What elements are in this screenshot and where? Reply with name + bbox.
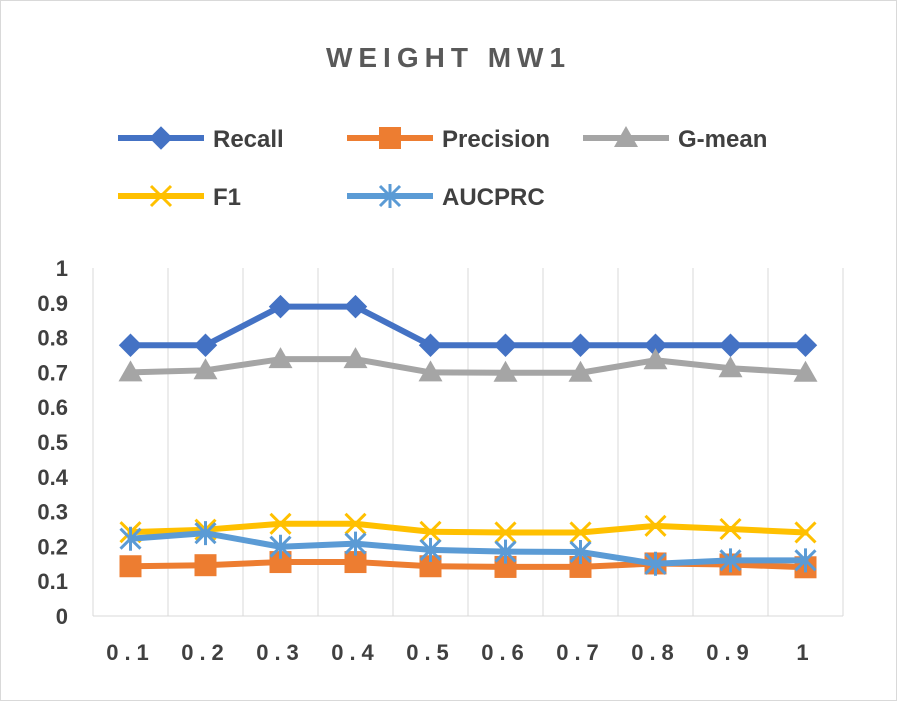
- aucprc-point: [569, 539, 592, 564]
- recall-point: [418, 333, 443, 357]
- recall-point: [793, 333, 818, 357]
- legend-label: Precision: [442, 126, 550, 153]
- precision-point: [194, 554, 217, 577]
- x-tick-label: 0.6: [481, 640, 530, 665]
- f1-point: [494, 521, 517, 544]
- y-tick-label: 1: [56, 256, 68, 281]
- f1-point: [569, 521, 592, 544]
- y-tick-label: 0.9: [37, 291, 68, 316]
- f1-point: [644, 514, 667, 537]
- series-g-mean: [118, 347, 818, 382]
- g-mean-point: [793, 360, 818, 382]
- x-tick-label: 0.7: [556, 640, 605, 665]
- f1-point: [794, 521, 817, 544]
- legend-marker: [378, 184, 402, 208]
- g-mean-point: [418, 360, 443, 382]
- precision-point: [494, 555, 517, 578]
- aucprc-point: [344, 531, 367, 556]
- x-tick-label: 0.1: [106, 640, 155, 665]
- aucprc-point: [719, 548, 742, 573]
- legend-label: Recall: [213, 126, 284, 153]
- legend-marker: [379, 127, 401, 149]
- g-mean-point: [718, 356, 743, 378]
- f1-point: [419, 520, 442, 543]
- y-axis-ticks: 0 0.1 0.2 0.3 0.4 0.5 0.6 0.7 0.8 0.9 1: [37, 256, 68, 629]
- aucprc-point: [644, 551, 667, 576]
- aucprc-point: [194, 521, 217, 546]
- x-tick-label: 0.8: [631, 640, 680, 665]
- precision-point: [269, 551, 292, 574]
- recall-point: [343, 294, 368, 319]
- series-f1: [119, 512, 817, 544]
- chart-legend: Recall Precision G-mean F1 AUCPRC: [118, 126, 767, 211]
- y-tick-label: 0.4: [37, 465, 68, 490]
- legend-marker: [149, 126, 173, 150]
- y-tick-label: 0.2: [37, 534, 68, 559]
- g-mean-point: [193, 358, 218, 380]
- y-tick-label: 0: [56, 604, 68, 629]
- legend-item-aucprc: AUCPRC: [347, 184, 545, 211]
- aucprc-point: [419, 537, 442, 562]
- series-recall: [118, 294, 818, 357]
- x-axis-ticks: 0.1 0.2 0.3 0.4 0.5 0.6 0.7 0.8 0.9 1: [106, 640, 814, 665]
- x-tick-label: 0.3: [256, 640, 305, 665]
- precision-point: [419, 555, 442, 578]
- y-tick-label: 0.5: [37, 430, 68, 455]
- g-mean-line: [127, 356, 809, 376]
- aucprc-point: [119, 526, 142, 551]
- legend-item-recall: Recall: [118, 126, 284, 153]
- chart-title: WEIGHT MW1: [325, 42, 572, 73]
- legend-marker: [614, 126, 638, 147]
- recall-point: [568, 333, 593, 357]
- g-mean-point: [643, 348, 668, 370]
- precision-point: [119, 555, 142, 578]
- precision-point: [344, 551, 367, 574]
- aucprc-point: [494, 539, 517, 564]
- series-aucprc: [119, 521, 817, 576]
- x-tick-label: 0.9: [706, 640, 755, 665]
- recall-point: [118, 333, 143, 357]
- precision-point: [569, 555, 592, 578]
- legend-item-g-mean: G-mean: [583, 126, 767, 153]
- f1-point: [344, 512, 367, 535]
- legend-marker: [149, 184, 173, 208]
- x-tick-label: 1: [796, 640, 814, 665]
- g-mean-point: [568, 360, 593, 382]
- y-tick-label: 0.7: [37, 360, 68, 385]
- recall-point: [193, 333, 218, 357]
- x-tick-label: 0.4: [331, 640, 380, 665]
- y-tick-label: 0.3: [37, 500, 68, 525]
- g-mean-point: [493, 360, 518, 382]
- y-tick-label: 0.1: [37, 569, 68, 594]
- f1-point: [719, 517, 742, 541]
- recall-point: [268, 294, 293, 319]
- legend-label: F1: [213, 184, 241, 211]
- legend-label: G-mean: [678, 126, 767, 153]
- aucprc-point: [269, 534, 292, 559]
- f1-point: [269, 512, 292, 535]
- aucprc-point: [794, 548, 817, 573]
- recall-point: [718, 333, 743, 357]
- g-mean-point: [268, 347, 293, 369]
- x-tick-label: 0.5: [406, 640, 455, 665]
- x-tick-label: 0.2: [181, 640, 230, 665]
- series-group: [118, 294, 818, 579]
- legend-item-precision: Precision: [347, 126, 550, 153]
- f1-line: [127, 520, 809, 536]
- legend-item-f1: F1: [118, 184, 241, 211]
- recall-point: [493, 333, 518, 357]
- g-mean-point: [343, 347, 368, 369]
- recall-line: [127, 303, 809, 349]
- legend-label: AUCPRC: [442, 184, 545, 211]
- aucprc-line: [127, 530, 809, 567]
- y-tick-label: 0.6: [37, 395, 68, 420]
- y-tick-label: 0.8: [37, 326, 68, 351]
- g-mean-point: [118, 360, 143, 382]
